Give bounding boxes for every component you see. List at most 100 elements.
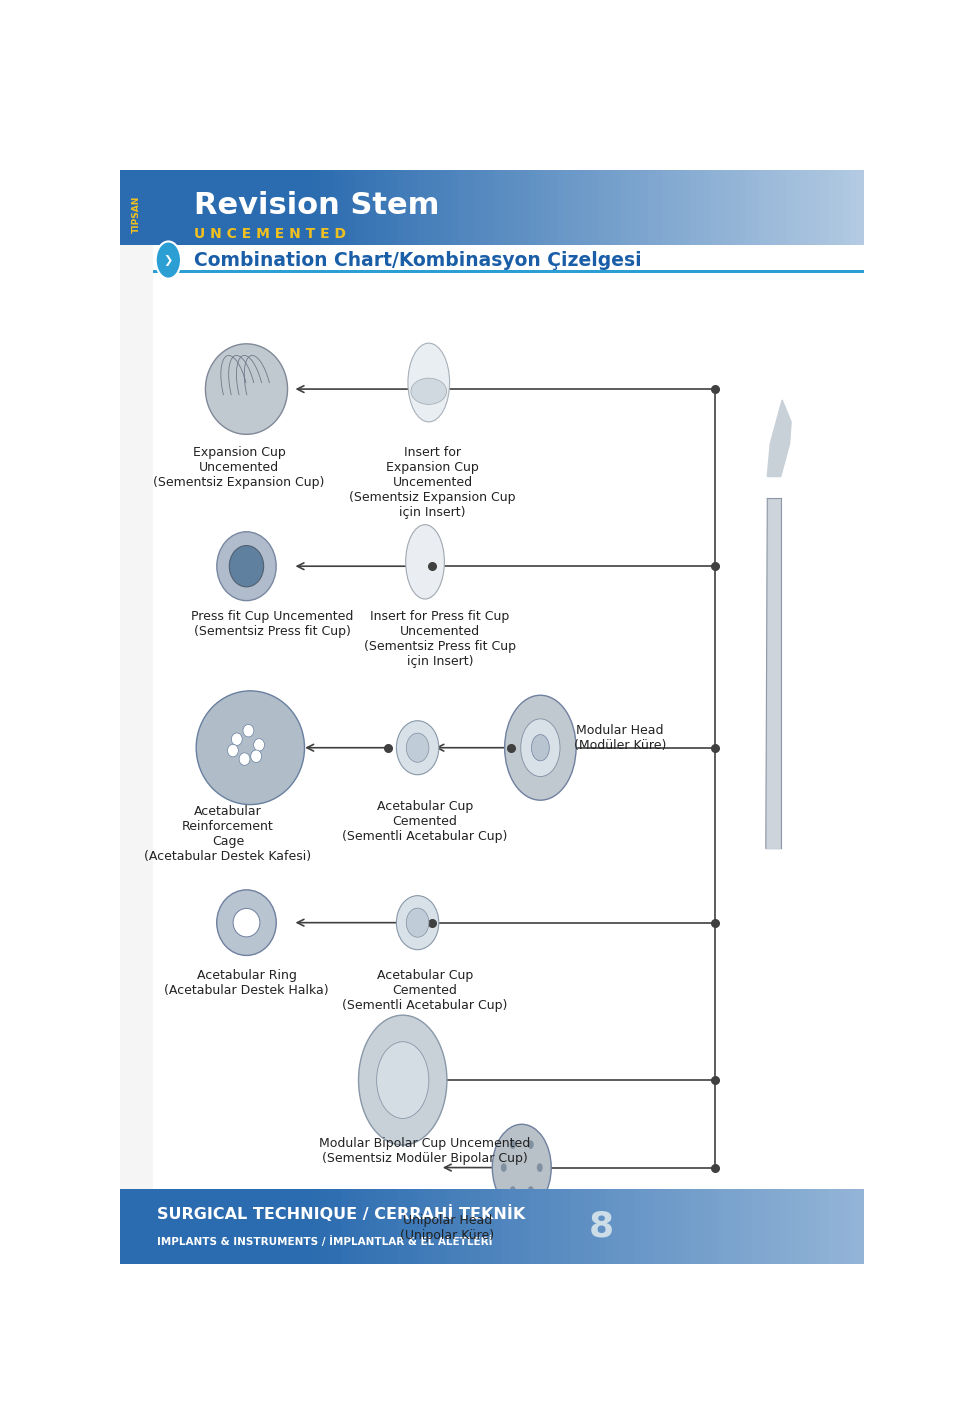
Bar xyxy=(369,1190,375,1264)
Bar xyxy=(710,1190,717,1264)
Bar xyxy=(341,1190,348,1264)
Bar xyxy=(641,170,648,244)
Text: Acetabular Cup
Cemented
(Sementli Acetabular Cup): Acetabular Cup Cemented (Sementli Acetab… xyxy=(343,968,508,1011)
Ellipse shape xyxy=(243,724,253,737)
Bar xyxy=(120,170,864,244)
Bar xyxy=(306,1190,313,1264)
Bar xyxy=(676,1190,683,1264)
Bar xyxy=(648,1190,655,1264)
Bar xyxy=(599,170,606,244)
Bar xyxy=(710,170,717,244)
Text: Expansion Cup
Uncemented
(Sementsiz Expansion Cup): Expansion Cup Uncemented (Sementsiz Expa… xyxy=(154,446,324,488)
Bar xyxy=(829,1190,836,1264)
Ellipse shape xyxy=(233,909,260,937)
Bar xyxy=(794,170,802,244)
Bar xyxy=(424,170,432,244)
Bar xyxy=(774,1190,780,1264)
Bar xyxy=(439,1190,445,1264)
Bar xyxy=(494,1190,501,1264)
Text: Combination Chart/Kombinasyon Çizelgesi: Combination Chart/Kombinasyon Çizelgesi xyxy=(194,250,642,270)
Bar xyxy=(759,1190,766,1264)
Bar xyxy=(766,1190,774,1264)
Bar xyxy=(460,170,467,244)
Bar xyxy=(836,1190,843,1264)
Text: Acetabular
Reinforcement
Cage
(Acetabular Destek Kafesi): Acetabular Reinforcement Cage (Acetabula… xyxy=(144,805,311,862)
Bar xyxy=(689,1190,697,1264)
Bar xyxy=(480,170,488,244)
Ellipse shape xyxy=(396,896,439,950)
Ellipse shape xyxy=(253,738,264,751)
Bar xyxy=(612,170,620,244)
Ellipse shape xyxy=(358,1015,447,1145)
Bar xyxy=(467,170,473,244)
Bar xyxy=(774,170,780,244)
Bar xyxy=(648,170,655,244)
Bar xyxy=(802,1190,808,1264)
Bar xyxy=(418,1190,424,1264)
Bar xyxy=(411,170,418,244)
Text: IMPLANTS & INSTRUMENTS / İMPLANTLAR & EL ALETLERİ: IMPLANTS & INSTRUMENTS / İMPLANTLAR & EL… xyxy=(157,1237,492,1248)
Bar xyxy=(424,1190,432,1264)
Bar xyxy=(578,170,585,244)
Text: 8: 8 xyxy=(588,1210,613,1244)
Bar xyxy=(802,170,808,244)
Bar xyxy=(348,1190,355,1264)
Bar xyxy=(403,170,411,244)
Bar xyxy=(529,170,537,244)
Bar xyxy=(522,170,529,244)
Bar xyxy=(327,1190,334,1264)
Ellipse shape xyxy=(406,733,429,763)
Bar xyxy=(396,1190,403,1264)
Bar xyxy=(738,170,745,244)
Text: Modular Head
(Modüler Küre): Modular Head (Modüler Küre) xyxy=(574,724,666,751)
Bar xyxy=(745,1190,753,1264)
Bar xyxy=(334,1190,341,1264)
Bar xyxy=(516,1190,522,1264)
Bar xyxy=(655,170,661,244)
Bar xyxy=(717,1190,725,1264)
Bar xyxy=(403,1190,411,1264)
Bar xyxy=(564,1190,571,1264)
Bar xyxy=(473,170,480,244)
Bar xyxy=(355,1190,362,1264)
Bar xyxy=(808,170,815,244)
Polygon shape xyxy=(767,400,791,477)
Bar xyxy=(445,170,452,244)
Bar xyxy=(843,170,850,244)
Text: Revision Stem: Revision Stem xyxy=(194,190,440,220)
Bar xyxy=(829,170,836,244)
Bar xyxy=(753,1190,759,1264)
Bar xyxy=(550,170,557,244)
Ellipse shape xyxy=(406,909,429,937)
Bar xyxy=(120,170,154,1264)
Ellipse shape xyxy=(501,1163,507,1172)
Bar xyxy=(759,170,766,244)
Bar xyxy=(383,1190,390,1264)
Bar xyxy=(445,1190,452,1264)
Ellipse shape xyxy=(537,1163,542,1172)
Bar xyxy=(488,170,494,244)
Bar xyxy=(592,1190,599,1264)
Bar xyxy=(704,1190,710,1264)
Bar xyxy=(537,1190,543,1264)
Bar xyxy=(599,1190,606,1264)
Bar xyxy=(745,170,753,244)
Text: Modular Bipolar Cup Uncemented
(Sementsiz Modüler Bipolar Cup): Modular Bipolar Cup Uncemented (Sementsi… xyxy=(320,1137,531,1164)
Ellipse shape xyxy=(528,1186,534,1194)
Ellipse shape xyxy=(492,1125,551,1211)
Bar xyxy=(383,170,390,244)
Bar xyxy=(612,1190,620,1264)
Bar xyxy=(787,1190,794,1264)
Bar xyxy=(452,1190,460,1264)
Bar xyxy=(815,170,822,244)
Bar xyxy=(585,1190,592,1264)
Bar xyxy=(753,170,759,244)
Bar xyxy=(689,170,697,244)
Bar xyxy=(460,1190,467,1264)
Bar xyxy=(669,1190,676,1264)
Circle shape xyxy=(156,241,181,278)
Bar xyxy=(571,1190,578,1264)
Bar xyxy=(606,170,612,244)
Bar xyxy=(661,170,669,244)
Bar xyxy=(375,1190,383,1264)
